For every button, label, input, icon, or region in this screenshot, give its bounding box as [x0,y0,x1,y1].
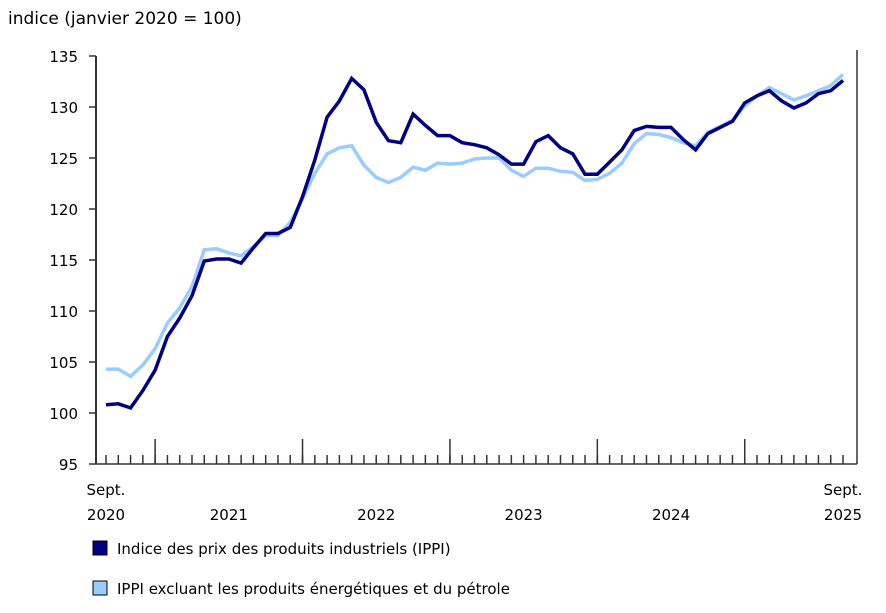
y-tick-label: 125 [49,150,78,168]
x-tick-label: 2025 [824,506,862,524]
legend-label: IPPI excluant les produits énergétiques … [117,580,510,598]
series-line-1 [105,75,845,410]
y-tick-label: 135 [49,48,78,66]
x-tick-label: Sept. [824,481,863,499]
x-tick-label: 2023 [505,506,543,524]
y-tick-label: 120 [49,201,78,219]
legend-swatch [92,540,108,556]
x-tick-label: 2020 [87,506,125,524]
legend-label: Indice des prix des produits industriels… [117,540,451,558]
y-tick-label: 115 [49,252,78,270]
y-axis-title: indice (janvier 2020 = 100) [8,9,242,29]
y-tick-label: 110 [49,303,78,321]
x-tick-label: 2021 [210,506,248,524]
y-tick-label: 100 [49,405,78,423]
x-tick-label: Sept. [87,481,126,499]
legend-swatch [92,580,108,596]
x-tick-label: 2022 [357,506,395,524]
y-tick-label: 130 [49,99,78,117]
y-tick-label: 95 [59,456,78,474]
y-tick-label: 105 [49,354,78,372]
x-tick-label: 2024 [652,506,690,524]
